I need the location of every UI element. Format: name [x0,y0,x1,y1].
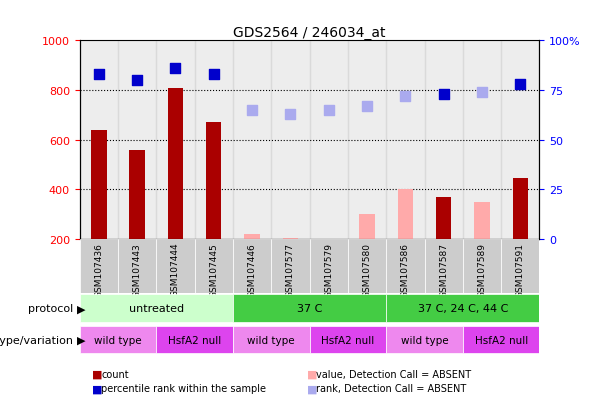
Text: ■: ■ [306,369,317,379]
Text: wild type: wild type [401,335,448,345]
Bar [206,123,221,240]
Text: GSM107580: GSM107580 [362,242,371,297]
Text: GSM107586: GSM107586 [401,242,410,297]
Bar [501,41,539,240]
Text: protocol: protocol [28,304,74,314]
Text: ▶: ▶ [77,304,85,314]
Bar [310,240,348,293]
Text: 37 C: 37 C [297,304,322,314]
Bar [233,326,310,354]
Point [170,66,180,72]
Point [477,90,487,96]
Bar [386,240,424,293]
Point [132,78,142,84]
Text: HsfA2 null: HsfA2 null [321,335,375,345]
Bar [398,190,413,240]
Bar [156,240,195,293]
Bar [195,240,233,293]
Point [400,93,410,100]
Text: wild type: wild type [94,335,142,345]
Bar [118,240,156,293]
Bar [474,202,490,240]
Text: GSM107591: GSM107591 [516,242,525,297]
Bar [91,131,107,240]
Bar [386,41,424,240]
Bar [80,41,118,240]
Bar [463,41,501,240]
Text: GSM107589: GSM107589 [478,242,487,297]
Bar [168,88,183,240]
Text: ■: ■ [92,369,102,379]
Bar [118,41,156,240]
Text: rank, Detection Call = ABSENT: rank, Detection Call = ABSENT [316,383,466,393]
Text: GSM107443: GSM107443 [132,242,142,297]
Text: untreated: untreated [129,304,184,314]
Text: value, Detection Call = ABSENT: value, Detection Call = ABSENT [316,369,471,379]
Text: GSM107436: GSM107436 [94,242,104,297]
Bar [271,240,310,293]
Text: HsfA2 null: HsfA2 null [168,335,221,345]
Bar [463,240,501,293]
Bar [129,150,145,240]
Point [247,107,257,114]
Bar [512,179,528,240]
Bar [156,326,233,354]
Text: ▶: ▶ [77,335,85,345]
Bar [271,41,310,240]
Bar [80,326,156,354]
Bar [156,41,195,240]
Bar [424,41,463,240]
Bar [436,197,451,240]
Point [362,103,372,110]
Bar [245,235,260,240]
Bar [348,41,386,240]
Bar [195,41,233,240]
Point [516,82,525,88]
Bar [80,240,118,293]
Text: GSM107446: GSM107446 [248,242,257,297]
Text: percentile rank within the sample: percentile rank within the sample [101,383,266,393]
Text: 37 C, 24 C, 44 C: 37 C, 24 C, 44 C [417,304,508,314]
Point [439,92,449,98]
Bar [283,238,298,240]
Bar [424,240,463,293]
Text: ■: ■ [92,383,102,393]
Bar [310,326,386,354]
Bar [233,240,271,293]
Bar [386,326,463,354]
Text: genotype/variation: genotype/variation [0,335,74,345]
Bar [233,41,271,240]
Text: GSM107587: GSM107587 [439,242,448,297]
Bar [359,215,375,240]
Point [209,72,219,78]
Bar [463,326,539,354]
Bar [80,295,233,323]
Text: GSM107445: GSM107445 [209,242,218,297]
Text: wild type: wild type [248,335,295,345]
Text: count: count [101,369,129,379]
Bar [348,240,386,293]
Text: ■: ■ [306,383,317,393]
Bar [501,240,539,293]
Text: GSM107577: GSM107577 [286,242,295,297]
Text: GSM107579: GSM107579 [324,242,333,297]
Text: GSM107444: GSM107444 [171,242,180,297]
Point [324,107,333,114]
Bar [386,295,539,323]
Point [286,112,295,118]
Bar [310,41,348,240]
Text: HsfA2 null: HsfA2 null [474,335,528,345]
Bar [233,295,386,323]
Title: GDS2564 / 246034_at: GDS2564 / 246034_at [234,26,386,40]
Point [94,72,104,78]
